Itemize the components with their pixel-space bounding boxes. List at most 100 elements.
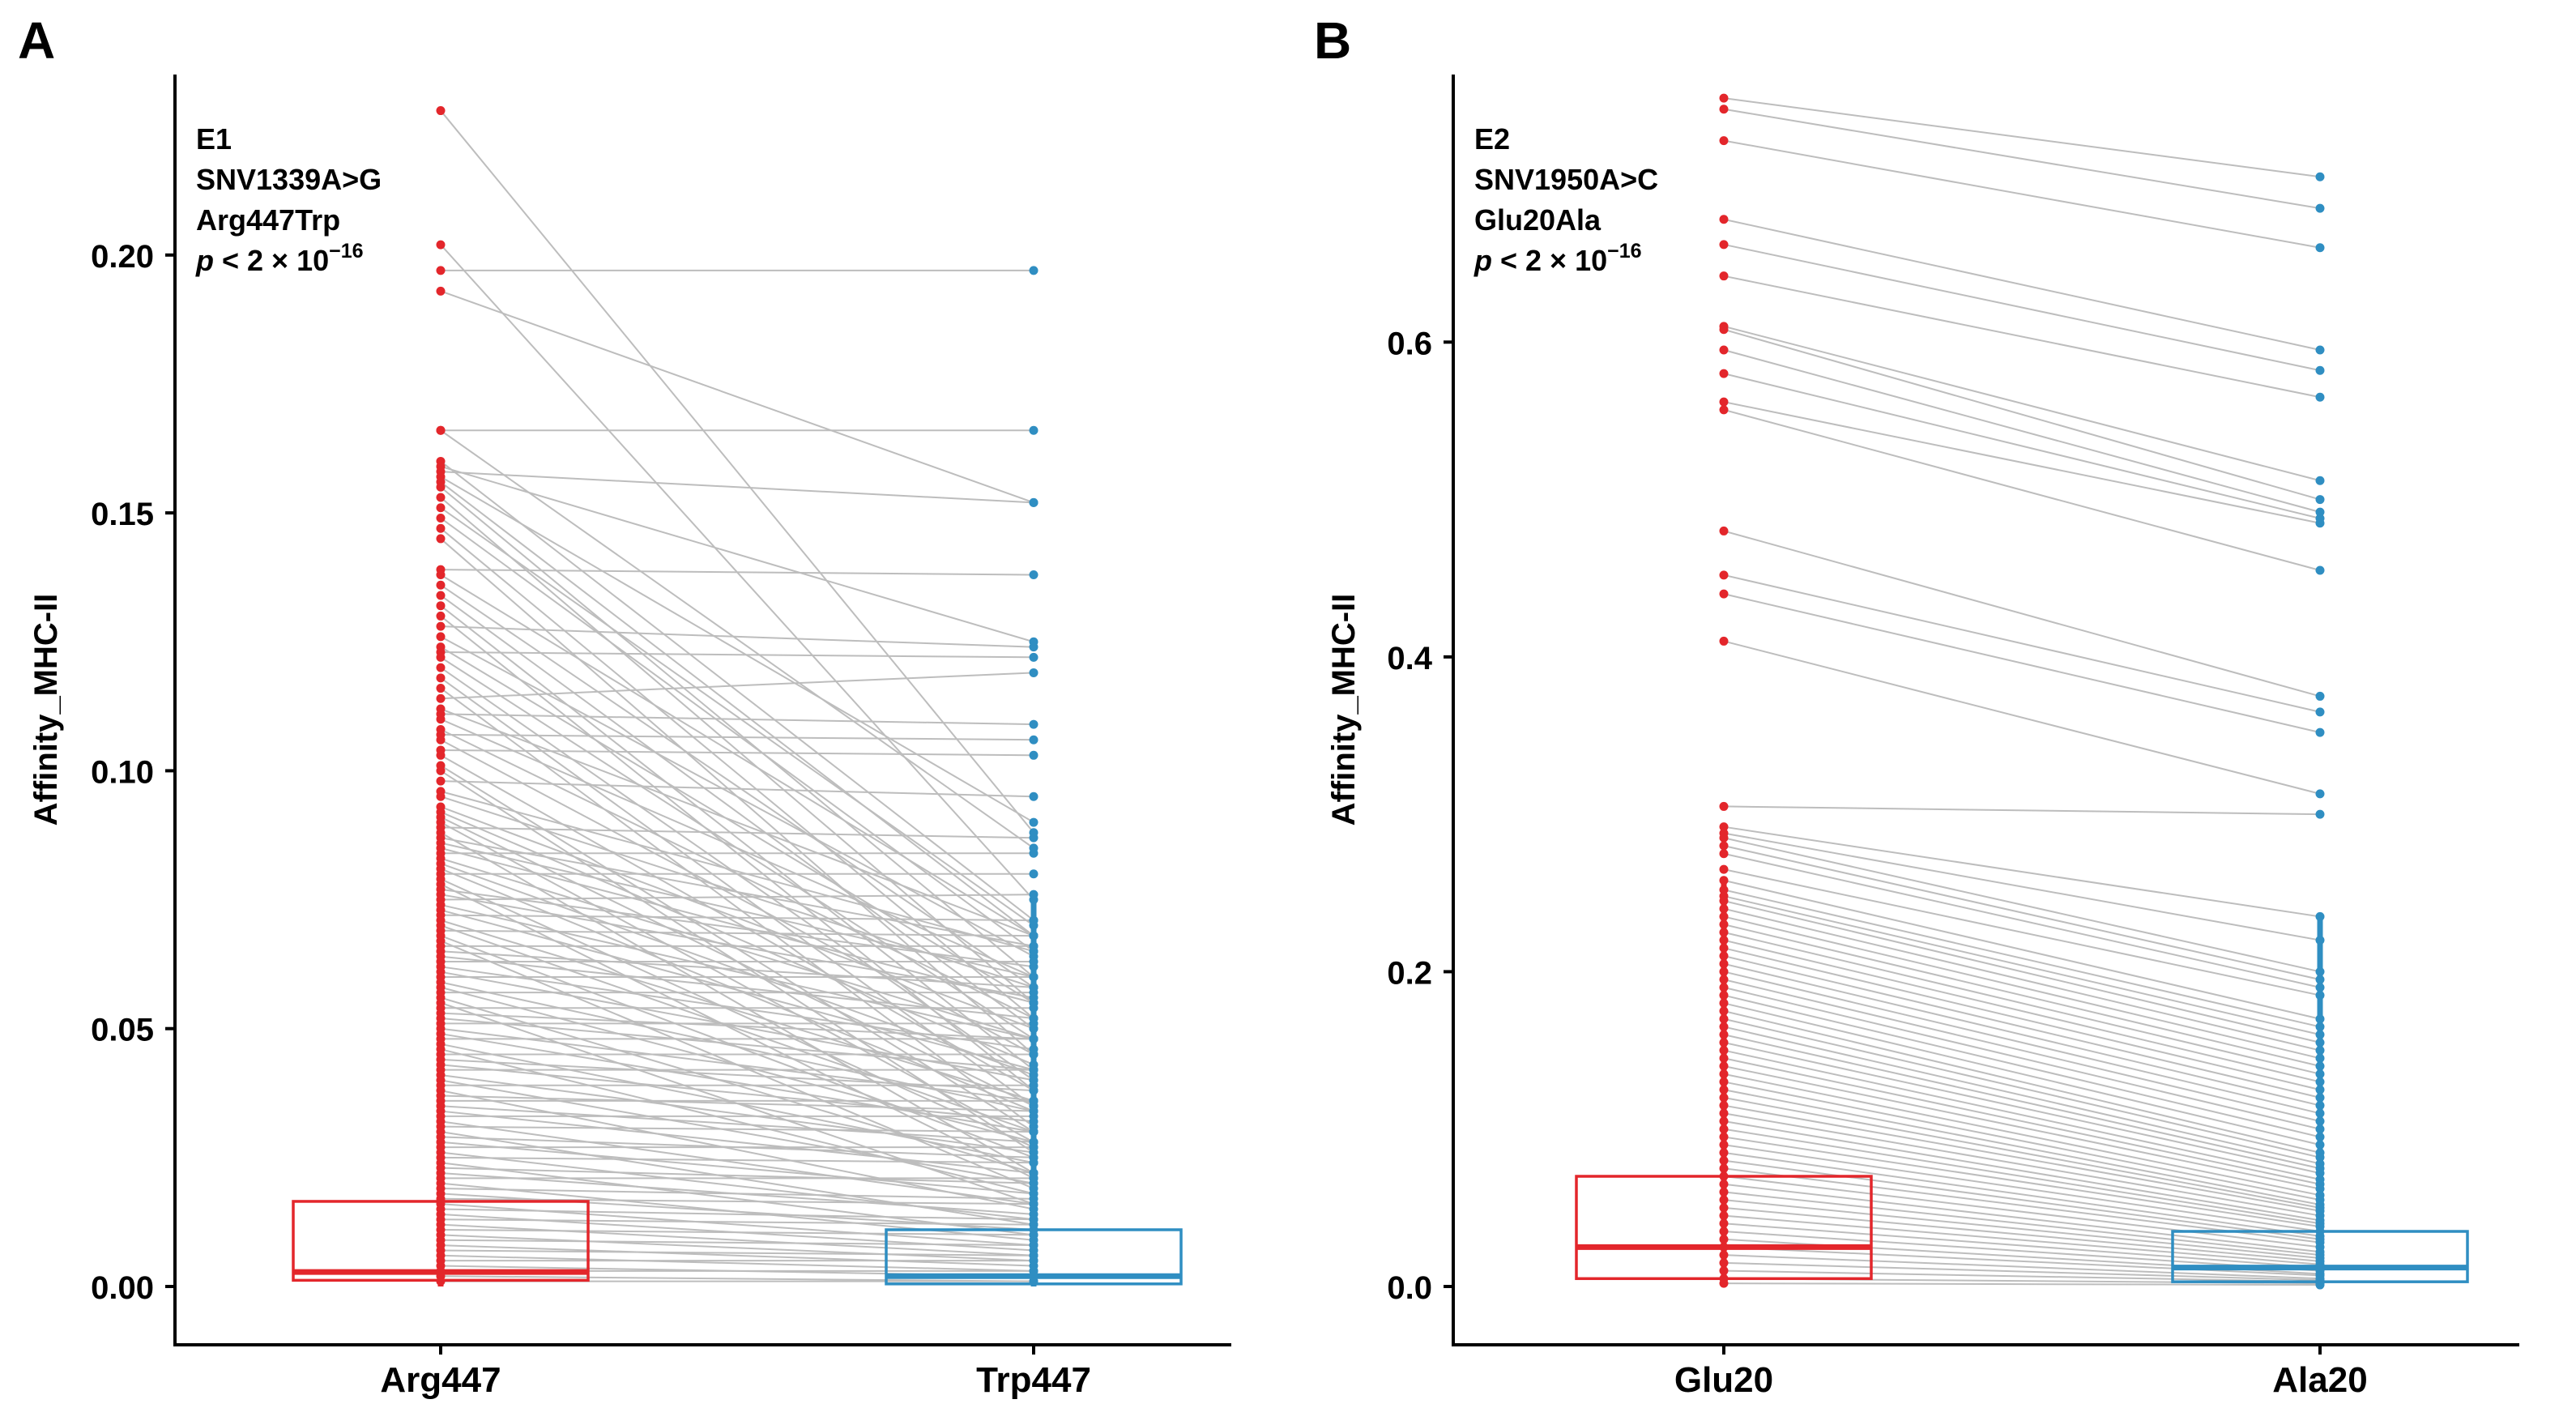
point-glu20 (1719, 1227, 1729, 1236)
pair-line (1723, 139, 2321, 249)
point-ala20 (2315, 1140, 2325, 1150)
data-points (1719, 93, 2325, 1290)
pair-line (440, 826, 1034, 839)
point-arg447 (436, 621, 446, 631)
pair-line (440, 646, 1034, 1004)
pair-line (1723, 1089, 2321, 1205)
point-glu20 (1719, 1180, 1729, 1189)
point-ala20 (2315, 1061, 2325, 1071)
pair-line (1723, 939, 2321, 1083)
point-glu20 (1719, 345, 1729, 355)
point-trp447 (1029, 1003, 1039, 1013)
point-ala20 (2315, 1030, 2325, 1039)
point-glu20 (1719, 1156, 1729, 1166)
pair-line (440, 713, 1034, 726)
pair-line (440, 929, 1034, 937)
pair-line (440, 950, 1034, 988)
point-ala20 (2315, 1038, 2325, 1047)
pair-line (1723, 889, 2321, 1028)
pair-line (1723, 907, 2321, 1052)
p-exponent: −16 (329, 240, 363, 262)
pair-line (1723, 915, 2321, 1060)
pair-line (440, 569, 1034, 576)
pair-line (440, 1167, 1034, 1184)
x-tick-label-glu20: Glu20 (1674, 1360, 1773, 1400)
point-ala20 (2315, 565, 2325, 575)
pair-line (1723, 1199, 2321, 1260)
pair-line (1723, 845, 2321, 981)
point-arg447 (436, 493, 446, 502)
pair-line (440, 476, 1034, 823)
point-glu20 (1719, 1053, 1729, 1063)
point-glu20 (1719, 589, 1729, 599)
point-ala20 (2315, 1022, 2325, 1031)
pair-line (1723, 900, 2321, 1043)
point-trp447 (1029, 1277, 1039, 1286)
y-tick-label: 0.10 (91, 754, 154, 790)
point-trp447 (1029, 931, 1039, 941)
y-tick-label: 0.2 (1387, 955, 1432, 991)
pair-line (440, 486, 1034, 978)
pair-line (1723, 373, 2321, 519)
point-arg447 (436, 240, 446, 250)
point-glu20 (1719, 1266, 1729, 1276)
point-glu20 (1719, 1038, 1729, 1047)
pair-line (440, 924, 1034, 1133)
point-glu20 (1719, 849, 1729, 859)
p-value: p < 2 × 10−16 (195, 240, 364, 277)
point-glu20 (1719, 1124, 1729, 1134)
point-glu20 (1719, 1258, 1729, 1268)
pair-line (440, 1223, 1034, 1257)
p-value: p < 2 × 10−16 (1474, 240, 1642, 277)
point-arg447 (436, 425, 446, 435)
pair-line (440, 1239, 1034, 1247)
pair-line (440, 595, 1034, 1030)
point-glu20 (1719, 136, 1729, 146)
y-ticks: 0.0 0.2 0.4 0.6 (1387, 326, 1453, 1306)
pair-line (1723, 530, 2321, 698)
pair-line (440, 914, 1034, 922)
point-glu20 (1719, 93, 1729, 103)
point-glu20 (1719, 1195, 1729, 1205)
pair-line (1723, 243, 2321, 372)
point-glu20 (1719, 928, 1729, 937)
point-trp447 (1029, 1266, 1039, 1276)
pair-line (1723, 1120, 2321, 1222)
pair-line (1723, 852, 2321, 988)
point-arg447 (436, 580, 446, 590)
point-arg447 (436, 766, 446, 775)
point-ala20 (2315, 476, 2325, 485)
pair-line (440, 1244, 1034, 1267)
point-trp447 (1029, 1081, 1039, 1090)
pair-line (440, 909, 1034, 1071)
point-ala20 (2315, 345, 2325, 355)
pair-line (1723, 994, 2321, 1138)
point-glu20 (1719, 1030, 1729, 1039)
point-glu20 (1719, 570, 1729, 580)
pair-line (440, 460, 1034, 921)
pair-line (1723, 837, 2321, 973)
pair-line (1723, 979, 2321, 1122)
point-ala20 (2315, 1085, 2325, 1094)
point-ala20 (2315, 1168, 2325, 1178)
point-glu20 (1719, 966, 1729, 976)
point-glu20 (1719, 841, 1729, 851)
stat-annotation: E1 SNV1339A>G Arg447Trp p < 2 × 10−16 (195, 122, 382, 277)
pair-line (440, 1090, 1034, 1210)
point-glu20 (1719, 1046, 1729, 1056)
point-trp447 (1029, 833, 1039, 843)
p-symbol: p (195, 244, 214, 277)
point-ala20 (2315, 1153, 2325, 1163)
pair-line (440, 497, 1034, 1004)
point-glu20 (1719, 369, 1729, 378)
pair-line (440, 574, 1034, 937)
pair-line (1723, 1261, 2321, 1282)
pair-line (1723, 1191, 2321, 1257)
pair-line (1723, 328, 2321, 501)
pair-line (440, 903, 1034, 1040)
pair-line (1723, 1214, 2321, 1265)
point-glu20 (1719, 240, 1729, 250)
pair-line (1723, 826, 2321, 918)
pair-line (440, 894, 1034, 901)
point-trp447 (1029, 1230, 1039, 1239)
